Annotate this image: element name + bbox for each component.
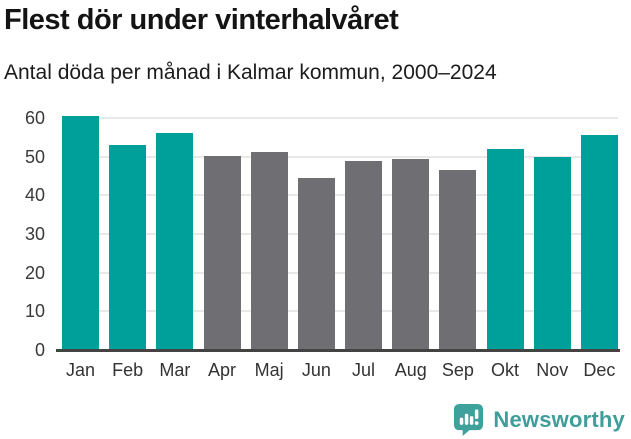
bar-apr: [203, 155, 241, 350]
bar-maj: [250, 151, 288, 350]
bar-mar: [156, 132, 194, 350]
bar-aug: [392, 159, 430, 350]
y-tick-label: 30: [24, 224, 45, 245]
bar-jul: [345, 160, 383, 350]
gridline: [62, 271, 618, 274]
x-axis-line: [56, 349, 620, 352]
y-tick-label: 0: [34, 340, 45, 360]
x-tick-label: Jun: [301, 360, 331, 380]
bar-dec: [580, 134, 618, 350]
gridline: [62, 310, 618, 313]
x-tick-label: Mar: [159, 360, 191, 380]
x-tick-label: Sep: [441, 360, 474, 380]
newsworthy-logo-icon: [453, 403, 484, 436]
bar-nov: [533, 157, 571, 350]
bar-jun: [297, 177, 335, 350]
x-tick-label: Feb: [112, 360, 144, 380]
x-tick-label: Apr: [208, 360, 237, 380]
brand-logo[interactable]: Newsworthy: [453, 403, 625, 436]
x-tick-label: Dec: [583, 360, 616, 380]
bar-jan: [62, 116, 99, 350]
y-tick-label: 60: [24, 108, 45, 129]
gridline: [62, 117, 618, 120]
x-tick-label: Aug: [394, 360, 427, 380]
gridline: [62, 155, 618, 158]
bar-feb: [109, 144, 147, 350]
bar-okt: [486, 148, 524, 350]
gridline: [62, 194, 618, 197]
y-tick-label: 10: [24, 301, 45, 322]
chart-title: Flest dör under vinterhalvåret: [4, 4, 399, 36]
y-tick-label: 50: [24, 146, 45, 167]
y-tick-label: 40: [24, 185, 45, 206]
speech-bubble-shape: [454, 404, 484, 436]
chart-subtitle: Antal döda per månad i Kalmar kommun, 20…: [4, 61, 497, 84]
gridline: [62, 233, 618, 236]
x-tick-label: Okt: [491, 360, 520, 380]
x-axis-labels: Jan Feb Mar Apr Maj Jun Jul Aug Sep Okt Nov Dec: [62, 360, 618, 381]
x-tick-label: Jan: [65, 360, 96, 380]
brand-name: Newsworthy: [493, 406, 625, 432]
x-tick-label: Jul: [352, 360, 376, 380]
x-tick-label: Maj: [254, 360, 284, 380]
bars-row: [62, 110, 618, 350]
y-tick-label: 20: [24, 262, 45, 283]
x-tick-label: Nov: [536, 360, 569, 380]
plot-area: 0 10 20 30 40 50 60: [25, 109, 620, 359]
bar-sep: [439, 169, 477, 350]
